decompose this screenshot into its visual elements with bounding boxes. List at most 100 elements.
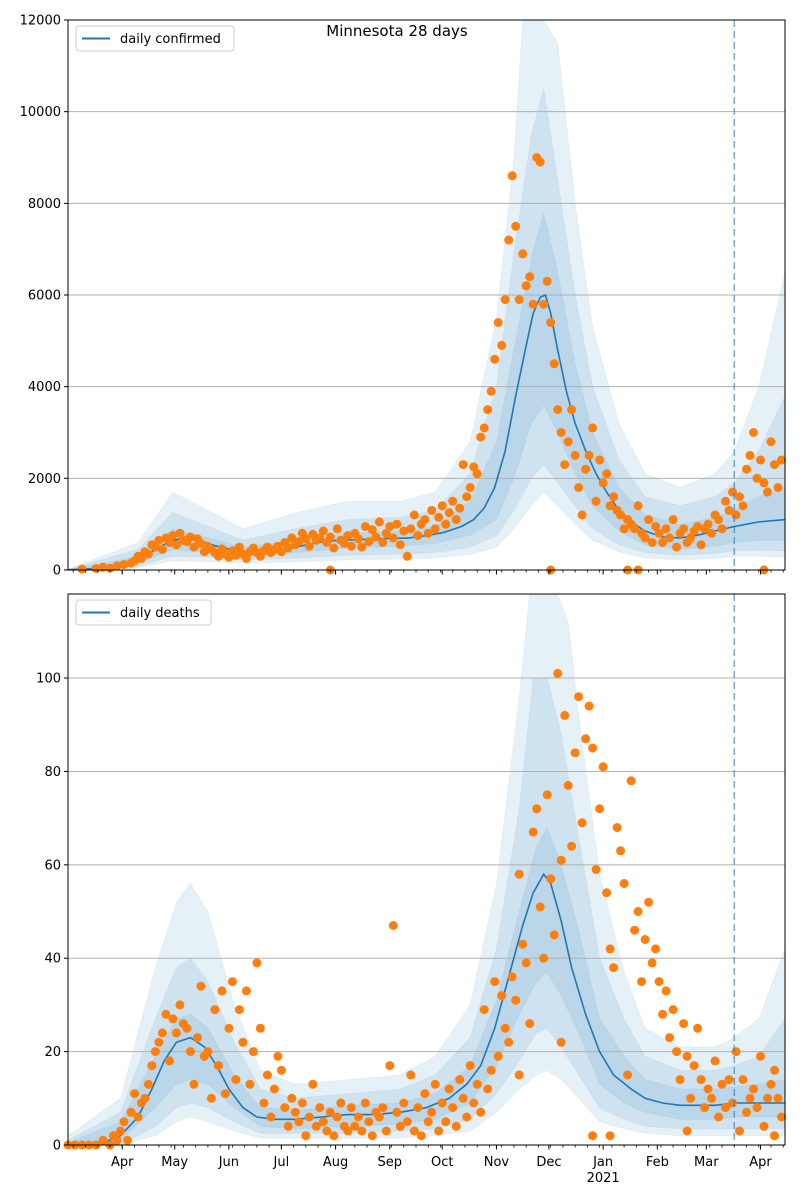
x-tick-label: Mar [694,1155,719,1170]
observed-point [357,542,367,552]
observed-point [283,1121,293,1131]
observed-point [304,1112,314,1122]
observed-point [472,469,482,479]
observed-point [147,1061,157,1071]
observed-point [661,524,671,534]
observed-point [749,428,758,437]
observed-point [448,1103,458,1113]
observed-point [269,1084,279,1094]
observed-point [392,519,402,529]
observed-point [130,1089,139,1099]
deaths-observed-points [63,668,786,1150]
observed-point [584,701,594,711]
y-tick-label: 40 [44,952,61,967]
observed-point [539,299,549,309]
observed-point [756,455,765,465]
observed-point [759,478,769,488]
observed-point [123,1135,132,1145]
y-tick-label: 4000 [28,380,61,395]
observed-point [560,460,570,470]
observed-point [462,1112,472,1122]
observed-point [385,522,395,531]
observed-point [623,1070,633,1080]
observed-point [280,1103,290,1113]
observed-point [658,538,668,547]
observed-point [133,1112,143,1122]
observed-point [304,541,314,551]
observed-point [633,907,643,916]
y-tick-label: 6000 [28,289,61,304]
observed-point [686,533,696,543]
observed-point [518,249,528,259]
observed-point [521,958,531,968]
confirmed-legend: daily confirmed [75,25,235,52]
observed-point [742,1107,751,1117]
x-tick-label: Apr [749,1155,772,1170]
observed-point [616,510,626,520]
x-tick-label: Apr [111,1155,134,1170]
observed-point [525,272,535,282]
observed-point [724,505,734,515]
observed-point [465,1061,475,1071]
observed-point [577,818,587,828]
observed-point [325,1107,335,1117]
observed-point [609,963,619,973]
x-tick-label: Oct [431,1155,453,1170]
observed-point [252,958,262,968]
x-tick-label: Dec [536,1155,561,1170]
observed-point [399,526,409,536]
observed-point [189,1079,199,1089]
deaths-model-line [67,872,785,1146]
observed-point [451,1121,461,1131]
observed-point [553,668,563,678]
observed-point [549,930,559,940]
observed-point [189,542,199,552]
observed-point [343,1126,353,1136]
observed-point [542,276,552,286]
observed-point [392,1107,402,1117]
observed-point [182,1023,192,1033]
observed-point [427,1107,437,1117]
observed-point [430,524,440,534]
observed-point [651,522,661,531]
observed-point [773,1093,783,1103]
observed-point [605,944,615,954]
observed-point [483,405,493,415]
observed-point [654,977,664,987]
observed-point [766,437,776,447]
observed-point [630,925,640,935]
observed-point [171,1028,181,1038]
observed-point [234,542,244,552]
observed-point [381,1126,391,1136]
observed-point [224,1023,234,1033]
observed-point [644,897,654,907]
observed-point [437,1098,447,1108]
observed-point [168,1014,178,1024]
observed-point [602,469,612,479]
observed-point [777,455,786,465]
y-tick-label: 2000 [28,472,61,487]
y-tick-label: 80 [44,765,61,780]
observed-point [462,492,472,502]
observed-point [581,464,591,474]
observed-point [735,1126,744,1136]
observed-point [542,790,552,800]
observed-point [644,515,654,525]
observed-point [112,1135,122,1145]
observed-point [717,524,727,534]
observed-point [325,532,335,542]
observed-point [116,1126,125,1136]
observed-point [493,1051,503,1061]
observed-point [700,1103,710,1113]
observed-point [665,533,675,543]
observed-point [119,1117,129,1127]
observed-point [759,1121,769,1131]
deaths-legend: daily deaths [75,599,212,626]
observed-point [717,1079,727,1089]
observed-point [329,1131,339,1141]
observed-point [563,780,573,790]
observed-point [430,1079,440,1089]
observed-point [259,1098,269,1108]
observed-point [364,1117,374,1127]
